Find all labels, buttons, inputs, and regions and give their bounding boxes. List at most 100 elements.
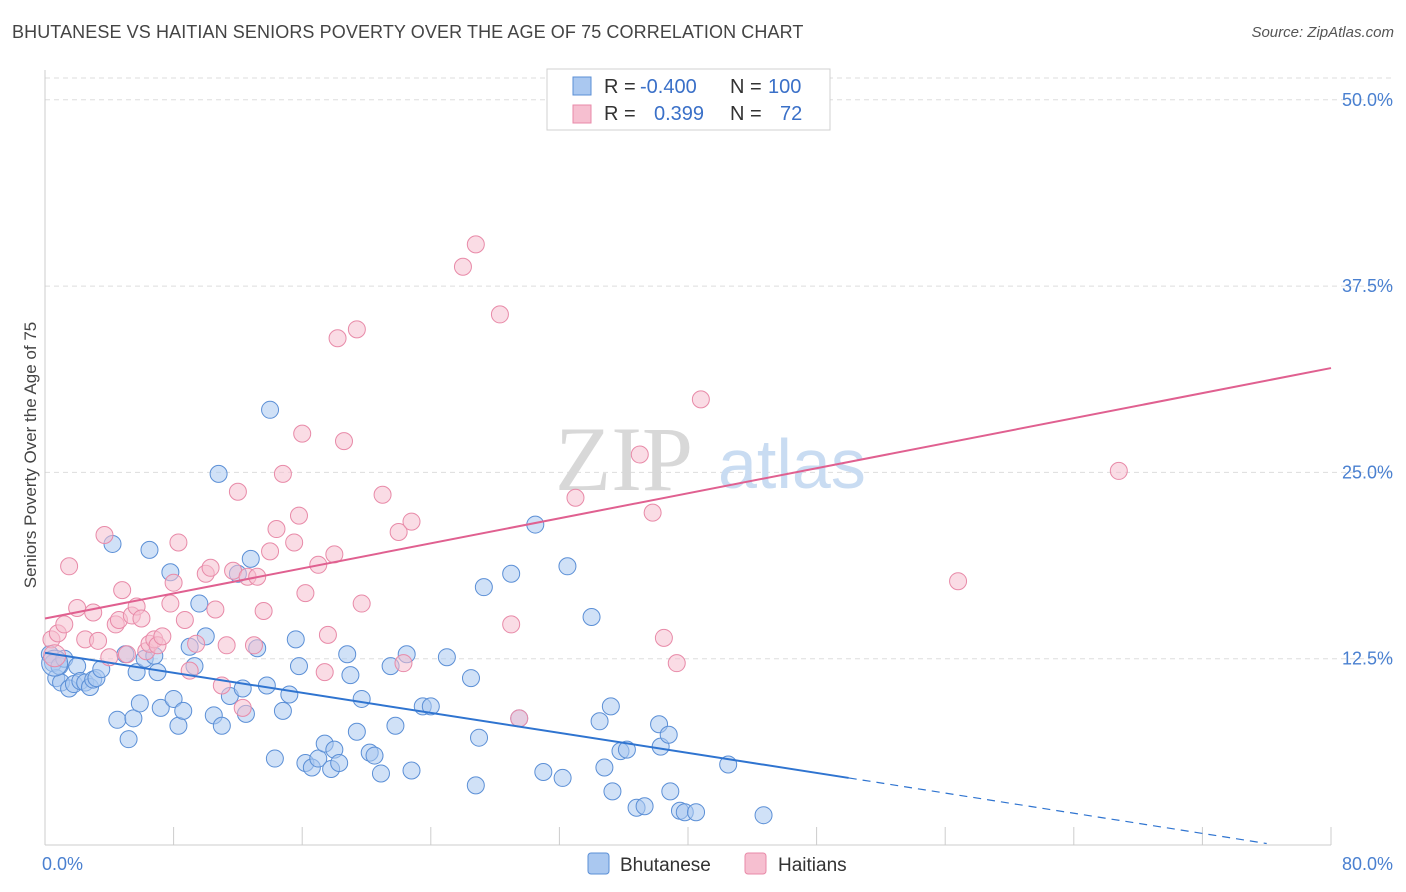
haitians-point	[490, 305, 509, 324]
bhutanese-point	[661, 782, 680, 801]
haitians-point	[1109, 461, 1128, 480]
haitians-point	[643, 503, 662, 522]
source-label: Source: ZipAtlas.com	[1251, 24, 1394, 41]
haitians-point	[206, 600, 225, 619]
haitians-point	[84, 603, 103, 622]
bhutanese-point	[365, 746, 384, 765]
bhutanese-point	[169, 716, 188, 735]
bhutanese-point	[124, 709, 143, 728]
haitians-point	[187, 634, 206, 653]
legend-swatch-bhutanese	[572, 76, 592, 96]
bhutanese-trend-extension	[848, 777, 1267, 845]
y-tick-label-0: 12.5%	[1342, 649, 1393, 669]
legend-r-value-1: -0.400	[640, 76, 697, 98]
haitians-point	[169, 533, 188, 552]
bhutanese-point	[119, 730, 138, 749]
haitians-point	[691, 390, 710, 409]
bhutanese-point	[347, 722, 366, 741]
haitians-point	[402, 512, 421, 531]
bhutanese-point	[164, 689, 183, 708]
y-axis-label: Seniors Poverty Over the Age of 75	[21, 322, 40, 588]
bhutanese-point	[466, 776, 485, 795]
haitians-point	[132, 609, 151, 628]
legend-n-value-2: 72	[780, 103, 802, 125]
bhutanese-point	[371, 764, 390, 783]
haitians-point	[201, 558, 220, 577]
haitians-point	[285, 533, 304, 552]
bottom-legend-swatch-bhutanese	[587, 852, 610, 875]
bhutanese-point	[617, 740, 636, 759]
bhutanese-point	[534, 762, 553, 781]
bhutanese-point	[558, 557, 577, 576]
haitians-point	[55, 615, 74, 634]
bhutanese-point	[151, 698, 170, 717]
haitians-point	[630, 445, 649, 464]
bhutanese-point	[461, 669, 480, 688]
haitians-point	[352, 594, 371, 613]
axes	[44, 70, 1332, 846]
haitians-point	[667, 654, 686, 673]
legend-r-label-1: R =	[604, 76, 636, 98]
bhutanese-point	[595, 758, 614, 777]
bhutanese-point	[553, 768, 572, 787]
haitians-point	[267, 520, 286, 539]
haitians-point	[175, 610, 194, 629]
bottom-legend-swatch-haitians	[744, 852, 767, 875]
bhutanese-point	[280, 685, 299, 704]
haitians-point	[296, 584, 315, 603]
bhutanese-point	[659, 725, 678, 744]
bhutanese-point	[603, 782, 622, 801]
bhutanese-point	[241, 549, 260, 568]
bhutanese-point	[687, 803, 706, 822]
haitians-point	[654, 628, 673, 647]
bhutanese-point	[635, 797, 654, 816]
legend-n-value-1: 100	[768, 76, 801, 98]
legend-n-label-2: N =	[730, 103, 762, 125]
x-tick-labels: 0.0% 80.0%	[42, 854, 1393, 874]
bhutanese-point	[582, 607, 601, 626]
bhutanese-point	[190, 594, 209, 613]
trend-lines	[44, 367, 1332, 845]
haitians-point	[228, 482, 247, 501]
bhutanese-point	[68, 657, 87, 676]
haitians-point	[244, 636, 263, 655]
haitians-point	[453, 257, 472, 276]
bhutanese-point	[402, 761, 421, 780]
watermark: ZIP atlas	[555, 408, 866, 510]
bhutanese-trend-line	[44, 651, 849, 779]
bhutanese-point	[330, 754, 349, 773]
bhutanese-point	[212, 716, 231, 735]
legend-r-label-2: R =	[604, 103, 636, 125]
haitians-point	[373, 485, 392, 504]
haitians-point	[318, 625, 337, 644]
watermark-atlas: atlas	[718, 425, 866, 503]
haitians-point	[254, 602, 273, 621]
bhutanese-point	[174, 701, 193, 720]
legend-r-value-2: 0.399	[654, 103, 704, 125]
legend-n-label-1: N =	[730, 76, 762, 98]
haitians-point	[117, 645, 136, 664]
bhutanese-point	[309, 749, 328, 768]
haitians-point	[389, 523, 408, 542]
y-tick-label-2: 37.5%	[1342, 276, 1393, 296]
x-tick-label-0: 0.0%	[42, 854, 83, 874]
bhutanese-point	[421, 697, 440, 716]
legend-swatch-haitians	[572, 104, 592, 124]
bhutanese-point	[470, 728, 489, 747]
bottom-legend: Bhutanese Haitians	[587, 852, 847, 876]
bhutanese-point	[289, 657, 308, 676]
bhutanese-point	[601, 697, 620, 716]
bhutanese-point	[590, 712, 609, 731]
bhutanese-point	[140, 540, 159, 559]
bhutanese-point	[386, 716, 405, 735]
haitians-point	[153, 627, 172, 646]
bhutanese-point	[502, 564, 521, 583]
y-tick-label-1: 25.0%	[1342, 462, 1393, 482]
bhutanese-point	[209, 464, 228, 483]
bhutanese-point	[286, 630, 305, 649]
haitians-point	[261, 542, 280, 561]
haitians-point	[293, 424, 312, 443]
y-tick-labels: 12.5% 25.0% 37.5% 50.0%	[1342, 90, 1393, 669]
haitians-point	[502, 615, 521, 634]
